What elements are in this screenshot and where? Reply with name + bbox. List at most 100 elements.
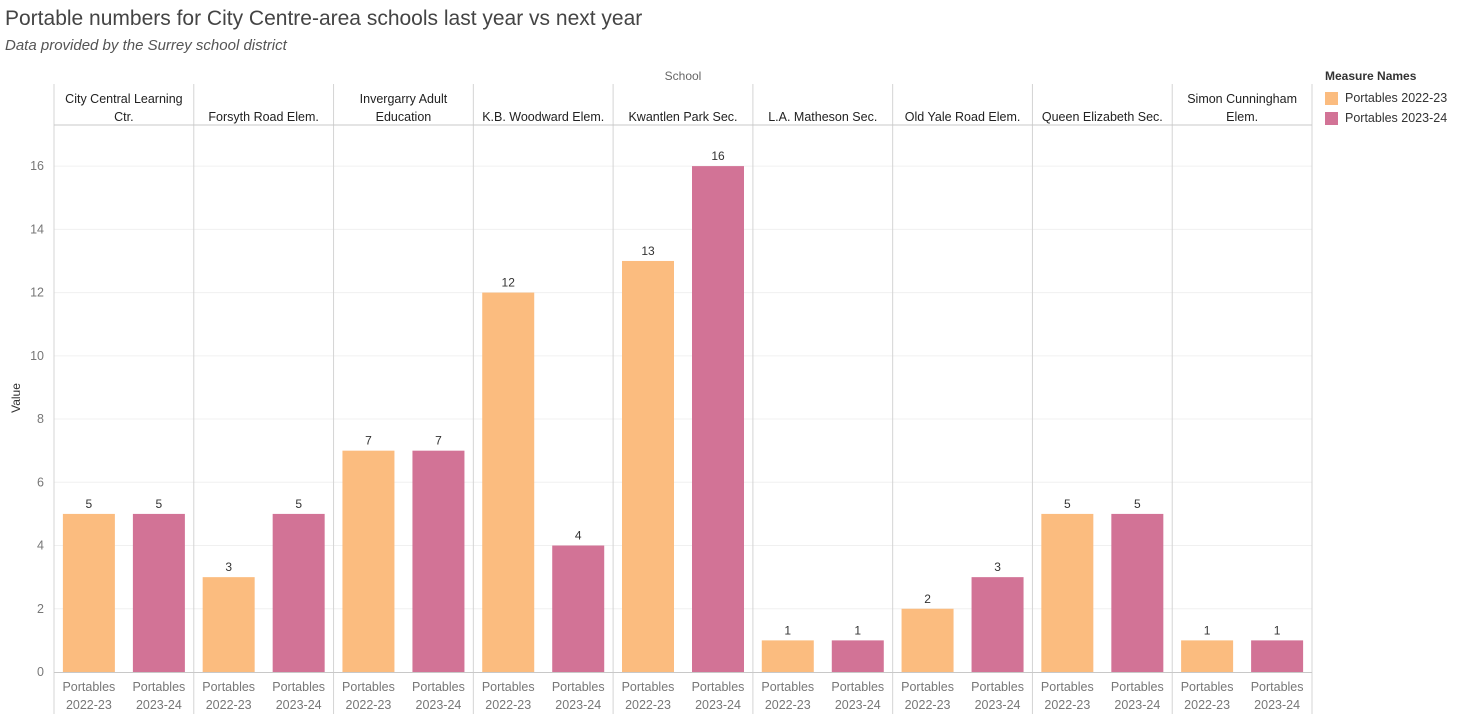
y-tick-label: 6 xyxy=(37,475,44,489)
data-label: 2 xyxy=(924,592,931,606)
x-tick-label: Portables xyxy=(1111,680,1164,694)
data-label: 7 xyxy=(435,434,442,448)
y-axis-title: Value xyxy=(9,383,23,413)
data-label: 3 xyxy=(225,560,232,574)
x-tick-label: Portables xyxy=(482,680,535,694)
x-tick-label: 2022-23 xyxy=(1184,698,1230,712)
y-tick-label: 12 xyxy=(30,286,44,300)
x-tick-label: 2022-23 xyxy=(206,698,252,712)
x-tick-label: Portables xyxy=(272,680,325,694)
x-tick-label: 2023-24 xyxy=(1254,698,1300,712)
bar-2023-24 xyxy=(1251,640,1304,672)
bar-2022-23 xyxy=(761,640,814,672)
data-label: 5 xyxy=(1134,497,1141,511)
school-label: Queen Elizabeth Sec. xyxy=(1042,110,1163,124)
data-label: 5 xyxy=(1064,497,1071,511)
bar-2023-24 xyxy=(412,450,465,672)
y-tick-label: 16 xyxy=(30,159,44,173)
x-tick-label: 2022-23 xyxy=(1044,698,1090,712)
x-tick-label: 2023-24 xyxy=(276,698,322,712)
school-label: Invergarry Adult xyxy=(360,92,448,106)
x-tick-label: Portables xyxy=(62,680,115,694)
x-tick-label: 2022-23 xyxy=(66,698,112,712)
bar-2022-23 xyxy=(622,260,674,672)
x-tick-label: 2023-24 xyxy=(695,698,741,712)
school-label: Forsyth Road Elem. xyxy=(208,110,318,124)
x-tick-label: 2022-23 xyxy=(346,698,392,712)
x-tick-label: Portables xyxy=(342,680,395,694)
legend: Measure Names Portables 2022-23 Portable… xyxy=(1325,69,1447,128)
y-tick-label: 2 xyxy=(37,602,44,616)
bar-2022-23 xyxy=(342,450,395,672)
legend-title: Measure Names xyxy=(1325,69,1417,83)
x-tick-label: Portables xyxy=(1041,680,1094,694)
x-tick-label: Portables xyxy=(202,680,255,694)
x-tick-label: Portables xyxy=(761,680,814,694)
school-label: L.A. Matheson Sec. xyxy=(768,110,877,124)
x-tick-label: 2022-23 xyxy=(625,698,671,712)
data-label: 1 xyxy=(854,623,861,637)
x-tick-label: Portables xyxy=(552,680,605,694)
x-tick-label: Portables xyxy=(1251,680,1304,694)
data-label: 5 xyxy=(156,497,163,511)
legend-swatch-2023-24 xyxy=(1325,111,1338,125)
school-label: Simon Cunningham xyxy=(1187,92,1297,106)
bar-2022-23 xyxy=(1041,513,1094,672)
x-tick-label: Portables xyxy=(971,680,1024,694)
x-tick-label: Portables xyxy=(1181,680,1234,694)
y-tick-label: 8 xyxy=(37,412,44,426)
x-tick-label: Portables xyxy=(132,680,185,694)
bar-2023-24 xyxy=(831,640,884,672)
x-tick-label: Portables xyxy=(831,680,884,694)
data-label: 1 xyxy=(1274,623,1281,637)
x-tick-label: 2023-24 xyxy=(555,698,601,712)
bar-2023-24 xyxy=(132,513,185,672)
bar-2023-24 xyxy=(1111,513,1164,672)
data-label: 5 xyxy=(295,497,302,511)
x-tick-label: 2022-23 xyxy=(765,698,811,712)
x-tick-label: Portables xyxy=(692,680,745,694)
bar-2022-23 xyxy=(901,608,954,672)
bar-2023-24 xyxy=(272,513,325,672)
bar-2022-23 xyxy=(482,292,535,672)
data-label: 5 xyxy=(86,497,93,511)
legend-item-2022-23[interactable]: Portables 2022-23 xyxy=(1325,88,1447,108)
bar-2023-24 xyxy=(971,577,1024,672)
school-label: Elem. xyxy=(1226,110,1258,124)
y-tick-label: 10 xyxy=(30,349,44,363)
x-tick-label: 2022-23 xyxy=(905,698,951,712)
school-label: City Central Learning xyxy=(65,92,182,106)
data-label: 12 xyxy=(502,276,516,290)
x-tick-label: 2023-24 xyxy=(136,698,182,712)
legend-label-2023-24: Portables 2023-24 xyxy=(1345,111,1448,125)
x-tick-label: Portables xyxy=(901,680,954,694)
x-tick-label: 2023-24 xyxy=(975,698,1021,712)
x-tick-label: Portables xyxy=(622,680,675,694)
data-label: 16 xyxy=(711,149,725,163)
x-tick-label: 2023-24 xyxy=(1114,698,1160,712)
data-label: 1 xyxy=(784,623,791,637)
legend-label-2022-23: Portables 2022-23 xyxy=(1345,91,1448,105)
school-label: Ctr. xyxy=(114,110,133,124)
bar-2022-23 xyxy=(202,577,255,672)
school-label: Kwantlen Park Sec. xyxy=(628,110,737,124)
x-tick-label: 2023-24 xyxy=(416,698,462,712)
school-label: K.B. Woodward Elem. xyxy=(482,110,604,124)
data-label: 1 xyxy=(1204,623,1211,637)
school-label: Education xyxy=(376,110,432,124)
x-tick-label: 2023-24 xyxy=(835,698,881,712)
legend-item-2023-24[interactable]: Portables 2023-24 xyxy=(1325,108,1447,128)
x-tick-label: Portables xyxy=(412,680,465,694)
data-label: 4 xyxy=(575,529,582,543)
bar-2022-23 xyxy=(62,513,115,672)
bar-2022-23 xyxy=(1181,640,1234,672)
data-label: 13 xyxy=(641,244,655,258)
data-label: 3 xyxy=(994,560,1001,574)
x-tick-label: 2022-23 xyxy=(485,698,531,712)
bar-2023-24 xyxy=(552,545,605,672)
chart-subtitle: Data provided by the Surrey school distr… xyxy=(5,37,287,54)
bar-2023-24 xyxy=(692,166,744,672)
legend-swatch-2022-23 xyxy=(1325,91,1338,105)
y-tick-label: 0 xyxy=(37,665,44,679)
